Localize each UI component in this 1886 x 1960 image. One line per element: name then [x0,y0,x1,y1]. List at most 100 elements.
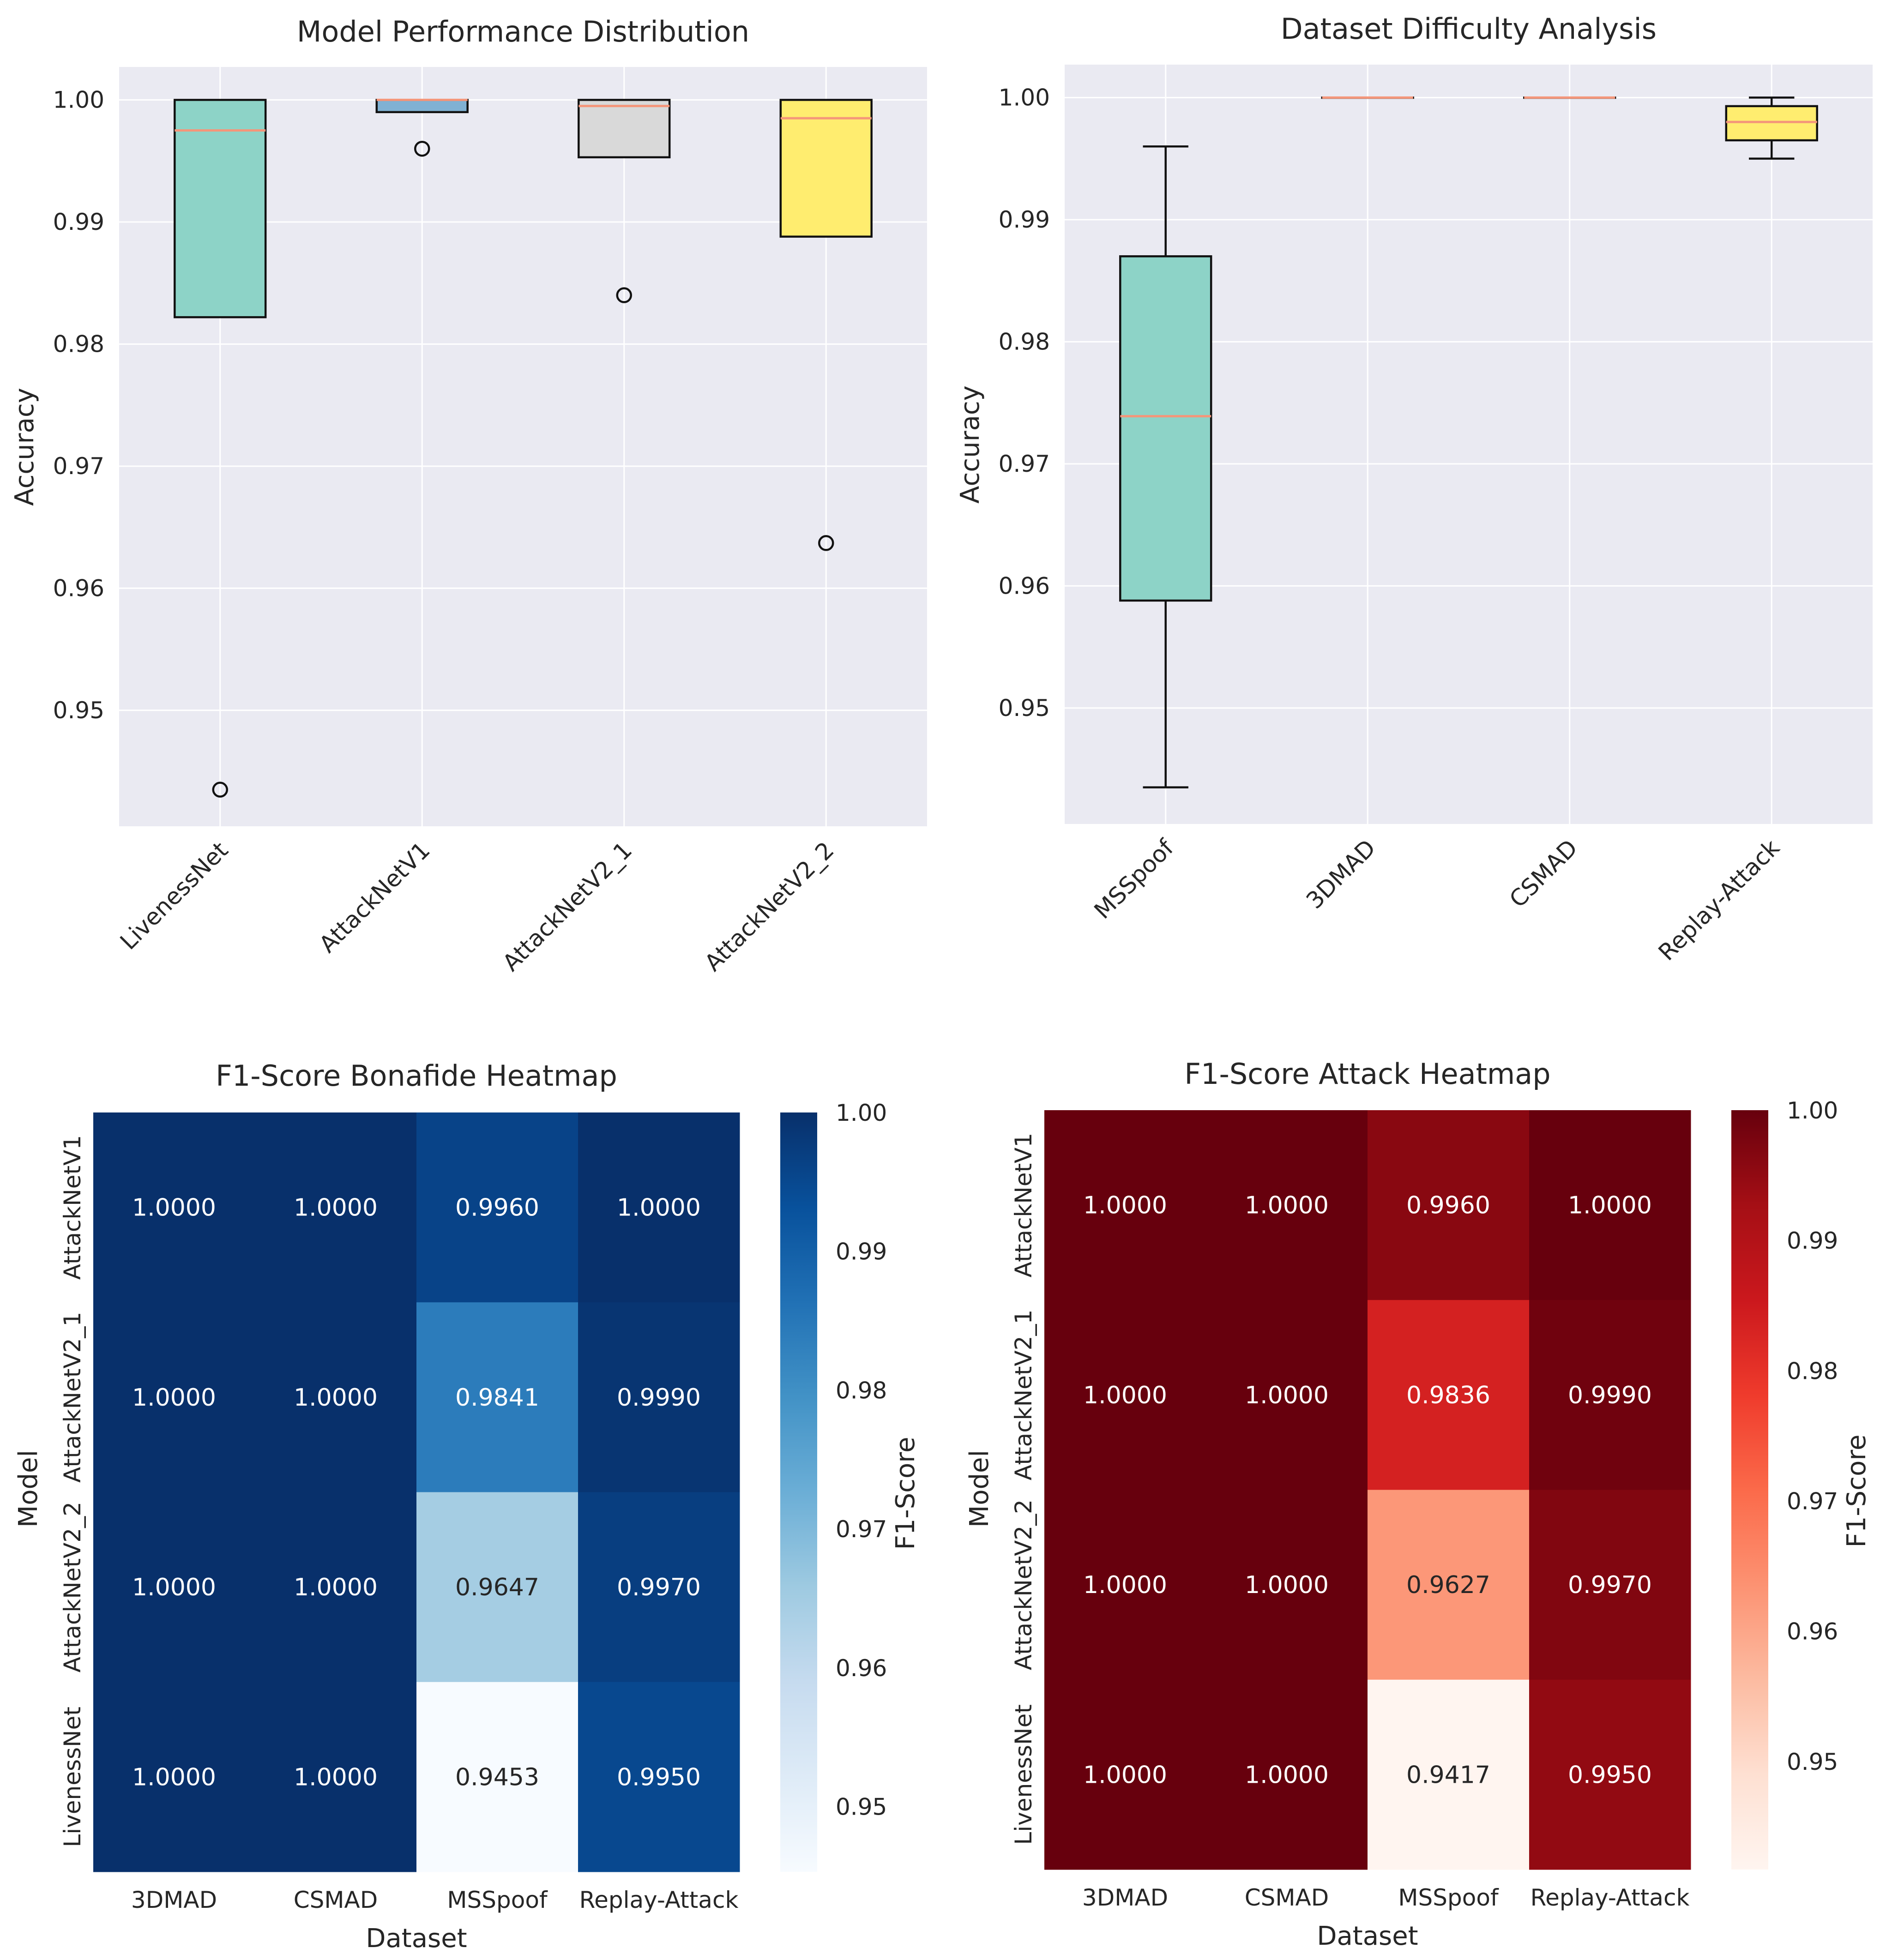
colorbar-tick-label: 0.99 [1787,1227,1838,1254]
box-livenessnet [174,99,267,798]
colorbar-tick-label: 0.97 [1787,1488,1838,1515]
heatmap-cell [93,1302,255,1492]
y-tick-label: 1.00 [53,86,104,113]
heatmap-cell [578,1682,740,1872]
colorbar-tick-label: 0.98 [1787,1358,1838,1384]
y-tick-label: 0.96 [999,572,1050,599]
y-tick-label: 0.96 [53,575,104,601]
heatmap-cell [1368,1110,1530,1300]
y-tick-label: AttackNetV1 [59,1135,86,1280]
heatmap-cell [578,1112,740,1303]
outlier-point [616,287,632,303]
colorbar [780,1112,817,1872]
x-axis-label: Dataset [1317,1921,1418,1951]
y-tick-label: AttackNetV2_2 [59,1502,86,1672]
y-tick-label: 0.99 [999,206,1050,233]
y-tick-label: LivenessNet [1010,1704,1037,1845]
heatmap-cell [416,1682,578,1872]
colorbar [1731,1110,1768,1870]
y-tick-label: AttackNetV1 [1010,1133,1037,1277]
heatmap-cell [1368,1679,1530,1870]
cell-value-label: 1.0000 [1083,1571,1167,1599]
cell-value-label: 0.9647 [455,1574,539,1601]
cell-value-label: 0.9453 [455,1763,539,1791]
y-tick-label: 0.98 [999,328,1050,355]
colorbar-label: F1-Score [891,1437,921,1550]
x-tick-label: AttackNetV1 [314,836,435,958]
box-replay-attack [1725,96,1818,160]
colorbar-tick-label: 1.00 [836,1100,887,1126]
x-tick-label: MSSpoof [1089,834,1180,924]
colorbar-tick-label: 0.96 [836,1655,887,1682]
colorbar-tick-label: 0.98 [836,1377,887,1404]
heatmap-cell [1044,1300,1206,1490]
chart-title: Dataset Difficulty Analysis [1281,12,1657,46]
x-axis-label: Dataset [366,1924,467,1954]
heatmap-cell [578,1492,740,1683]
heatmap-cell [1206,1110,1368,1300]
cell-value-label: 0.9990 [1568,1382,1652,1409]
colorbar-label: F1-Score [1842,1435,1872,1548]
boxplot-dataset-difficulty: 0.95 0.96 0.97 0.98 0.99 1.00 MSSpoof 3DMAD CSM… [955,12,1873,966]
cell-value-label: 0.9960 [1406,1192,1490,1220]
box-body [779,99,873,238]
heatmap-cell [1368,1490,1530,1680]
cell-value-label: 1.0000 [617,1194,701,1222]
cell-value-label: 1.0000 [132,1763,216,1791]
y-tick-label: LivenessNet [59,1707,86,1847]
heatmap-cell [93,1112,255,1303]
y-axis-label: Model [964,1450,994,1527]
x-tick-label: CSMAD [294,1887,378,1913]
cell-value-label: 0.9950 [617,1763,701,1791]
box-attacknetv1 [375,98,469,157]
cell-value-label: 1.0000 [132,1574,216,1601]
cell-value-label: 0.9950 [1568,1761,1652,1789]
colorbar-tick-label: 0.99 [836,1239,887,1265]
heatmap-cell [416,1302,578,1492]
x-tick-label: 3DMAD [1301,834,1381,914]
heatmap-cell [1529,1300,1691,1490]
cell-value-label: 1.0000 [1245,1571,1329,1599]
heatmap-cell [1529,1110,1691,1300]
x-tick-label: CSMAD [1504,834,1583,913]
cell-value-label: 0.9960 [455,1194,539,1222]
colorbar-tick-label: 0.97 [836,1516,887,1543]
cell-value-label: 1.0000 [294,1194,378,1222]
heatmap-cell [255,1492,417,1683]
heatmap-cell [416,1492,578,1683]
colorbar-tick-label: 0.95 [836,1794,887,1821]
x-tick-label: 3DMAD [131,1887,217,1913]
cell-value-label: 1.0000 [1245,1192,1329,1220]
heatmap-cell [255,1682,417,1872]
heatmap-cell [1044,1110,1206,1300]
heatmap-cell [1529,1679,1691,1870]
box-csmad [1523,96,1616,99]
heatmap-cell [416,1112,578,1303]
y-tick-label: 0.95 [53,697,104,724]
y-tick-label: 0.97 [53,453,104,480]
box-body [1725,105,1818,142]
cell-value-label: 0.9417 [1406,1761,1490,1789]
y-axis-label: Accuracy [955,385,985,504]
box-attacknetv2-2 [779,99,873,551]
y-tick-label: AttackNetV2_1 [59,1312,86,1483]
cell-value-label: 1.0000 [132,1384,216,1412]
y-tick-label: 0.95 [999,695,1050,721]
box-body [578,99,671,158]
heatmap-cell [1529,1490,1691,1680]
cell-value-label: 1.0000 [132,1194,216,1222]
x-tick-label: MSSpoof [1398,1884,1499,1911]
heatmap-cell [1044,1490,1206,1680]
colorbar-tick-label: 1.00 [1787,1097,1838,1124]
cell-value-label: 0.9841 [455,1384,539,1412]
heatmap-cell [1206,1490,1368,1680]
heatmap-attack: 1.0000 1.0000 0.9960 1.0000 1.0000 1.0000 0.98… [964,1057,1872,1951]
cell-value-label: 1.0000 [1083,1192,1167,1220]
cell-value-label: 0.9627 [1406,1571,1490,1599]
cell-value-label: 1.0000 [294,1574,378,1601]
x-tick-label: AttackNetV2_1 [497,836,637,976]
x-tick-label: 3DMAD [1082,1884,1168,1911]
x-tick-label: Replay-Attack [579,1887,739,1913]
heatmap-cell [255,1112,417,1303]
